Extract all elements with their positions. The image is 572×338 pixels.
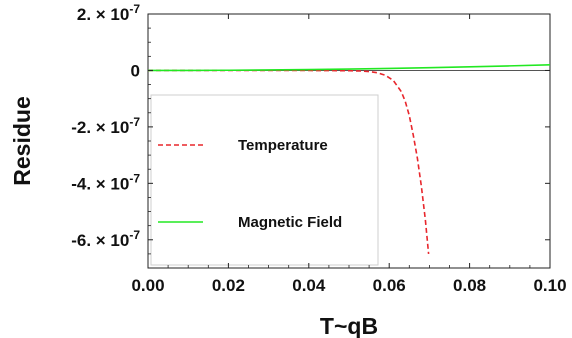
y-axis-title: Residue [9, 96, 35, 185]
y-tick-label: 2. × 10-7 [77, 2, 140, 24]
x-tick-label: 0.06 [373, 276, 406, 295]
x-tick-label: 0.08 [453, 276, 486, 295]
x-tick-label: 0.00 [131, 276, 164, 295]
x-tick-label: 0.04 [292, 276, 326, 295]
y-tick-label: -6. × 10-7 [71, 228, 140, 250]
legend-frame [150, 94, 379, 266]
ticks-layer: 0.00 0.02 0.04 0.06 0.08 0.10 2. × 10-7 0 -2. × … [71, 2, 566, 295]
y-tick-label: 0 [131, 61, 140, 80]
x-axis-title: T~qB [320, 313, 378, 338]
y-tick-label: -4. × 10-7 [71, 171, 140, 193]
legend-label: Temperature [238, 137, 328, 154]
y-tick-label: -2. × 10-7 [71, 115, 140, 137]
x-tick-label: 0.02 [212, 276, 245, 295]
x-tick-label: 0.10 [533, 276, 566, 295]
legend-label: Magnetic Field [238, 214, 342, 231]
legend-box [150, 94, 379, 266]
series-line-temperature [148, 69, 430, 254]
legend: Temperature Magnetic Field [158, 137, 342, 231]
series-line-magnetic-field [147, 64, 551, 72]
series-layer [147, 64, 551, 254]
